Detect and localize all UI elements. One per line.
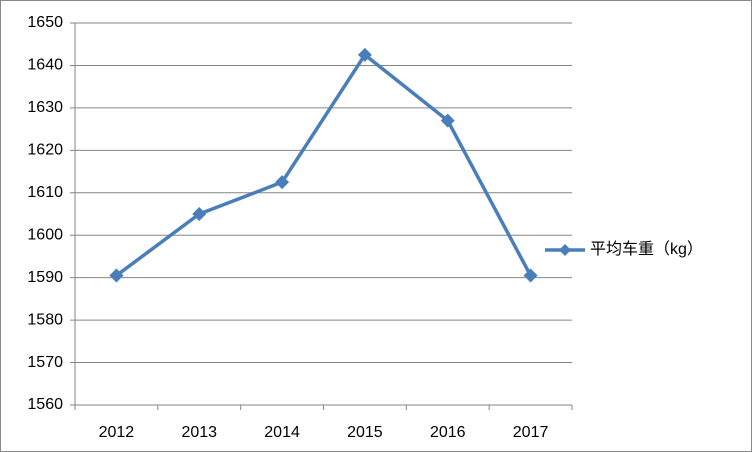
x-tick-label: 2012: [99, 424, 135, 441]
data-point: [109, 268, 124, 283]
y-tick-label: 1570: [27, 354, 63, 371]
series-line: [115, 53, 533, 277]
data-point: [275, 175, 290, 190]
y-tick-label: 1650: [27, 14, 63, 31]
x-tick-label: 2015: [347, 424, 383, 441]
data-point: [357, 47, 372, 62]
y-tick-label: 1640: [27, 57, 63, 74]
y-tick-label: 1590: [27, 269, 63, 286]
x-tick-label: 2017: [513, 424, 549, 441]
x-tick-label: 2013: [181, 424, 217, 441]
legend-marker: [559, 244, 571, 256]
y-tick-label: 1580: [27, 311, 63, 328]
data-point: [440, 113, 455, 128]
x-tick-label: 2016: [430, 424, 466, 441]
y-tick-label: 1600: [27, 226, 63, 243]
x-tick-label: 2014: [264, 424, 300, 441]
data-point: [192, 207, 207, 221]
y-tick-label: 1630: [27, 99, 63, 116]
y-tick-label: 1610: [27, 184, 63, 201]
y-tick-label: 1620: [27, 142, 63, 159]
legend-label: 平均车重（kg）: [590, 240, 703, 258]
y-tick-label: 1560: [27, 396, 63, 413]
data-point: [523, 268, 538, 283]
